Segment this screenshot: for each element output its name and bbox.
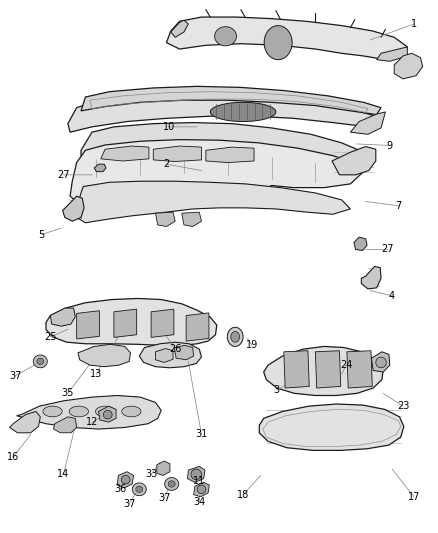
Text: 27: 27 [381,245,394,254]
Text: 5: 5 [39,230,45,239]
Polygon shape [151,309,174,337]
Polygon shape [70,140,364,204]
Text: 25: 25 [44,332,57,342]
Polygon shape [53,417,77,433]
Polygon shape [284,351,309,388]
Polygon shape [77,311,99,339]
Text: 24: 24 [340,360,352,370]
Polygon shape [361,266,381,289]
Polygon shape [194,482,209,497]
Text: 13: 13 [90,369,102,379]
Polygon shape [68,95,372,132]
Polygon shape [43,406,62,417]
Polygon shape [371,352,390,372]
Polygon shape [17,395,161,429]
Polygon shape [95,406,115,417]
Text: 37: 37 [158,494,170,503]
Text: 27: 27 [57,170,70,180]
Text: 12: 12 [86,417,98,427]
Text: 14: 14 [57,470,70,479]
Text: 37: 37 [9,371,21,381]
Polygon shape [350,112,385,134]
Polygon shape [37,358,44,365]
Polygon shape [63,196,84,221]
Polygon shape [227,327,243,346]
Polygon shape [171,20,188,37]
Polygon shape [210,102,276,122]
Polygon shape [231,332,240,342]
Polygon shape [121,475,130,484]
Text: 37: 37 [123,499,135,508]
Polygon shape [394,53,423,79]
Polygon shape [182,212,201,227]
Text: 10: 10 [162,122,175,132]
Text: 19: 19 [246,341,258,350]
Polygon shape [206,147,254,163]
Polygon shape [69,406,88,417]
Text: 31: 31 [195,430,208,439]
Polygon shape [377,47,407,61]
Polygon shape [10,411,40,433]
Polygon shape [136,486,143,492]
Text: 16: 16 [7,453,19,462]
Polygon shape [165,478,179,490]
Polygon shape [186,313,209,341]
Text: 18: 18 [237,490,249,499]
Text: 11: 11 [193,476,205,486]
Polygon shape [99,406,116,422]
Polygon shape [78,344,131,367]
Polygon shape [354,237,367,251]
Text: 4: 4 [389,291,395,301]
Text: 36: 36 [114,484,127,494]
Polygon shape [157,461,170,475]
Polygon shape [264,26,292,60]
Polygon shape [114,309,137,337]
Polygon shape [132,483,146,496]
Polygon shape [101,146,149,161]
Text: 2: 2 [163,159,170,169]
Polygon shape [197,485,206,494]
Polygon shape [155,212,175,227]
Polygon shape [94,164,106,172]
Text: 9: 9 [387,141,393,150]
Polygon shape [347,351,372,388]
Text: 1: 1 [411,19,417,29]
Text: 33: 33 [145,470,157,479]
Text: 3: 3 [273,385,279,395]
Polygon shape [103,410,112,419]
Polygon shape [46,298,217,345]
Polygon shape [117,472,134,488]
Polygon shape [122,406,141,417]
Polygon shape [139,342,201,368]
Polygon shape [376,357,386,368]
Polygon shape [155,349,173,362]
Polygon shape [166,17,407,60]
Polygon shape [187,466,205,482]
Polygon shape [77,181,350,223]
Polygon shape [50,308,75,326]
Polygon shape [174,345,194,360]
Text: 7: 7 [396,201,402,211]
Text: 26: 26 [169,344,181,354]
Polygon shape [215,27,237,46]
Polygon shape [332,147,376,175]
Text: 17: 17 [408,492,420,502]
Polygon shape [168,481,175,487]
Polygon shape [315,351,341,388]
Polygon shape [153,146,201,161]
Polygon shape [81,123,359,164]
Text: 23: 23 [397,401,409,411]
Polygon shape [81,86,381,115]
Polygon shape [259,404,404,450]
Polygon shape [33,355,47,368]
Polygon shape [264,346,383,395]
Text: 35: 35 [62,389,74,398]
Polygon shape [191,469,201,480]
Text: 34: 34 [193,497,205,507]
